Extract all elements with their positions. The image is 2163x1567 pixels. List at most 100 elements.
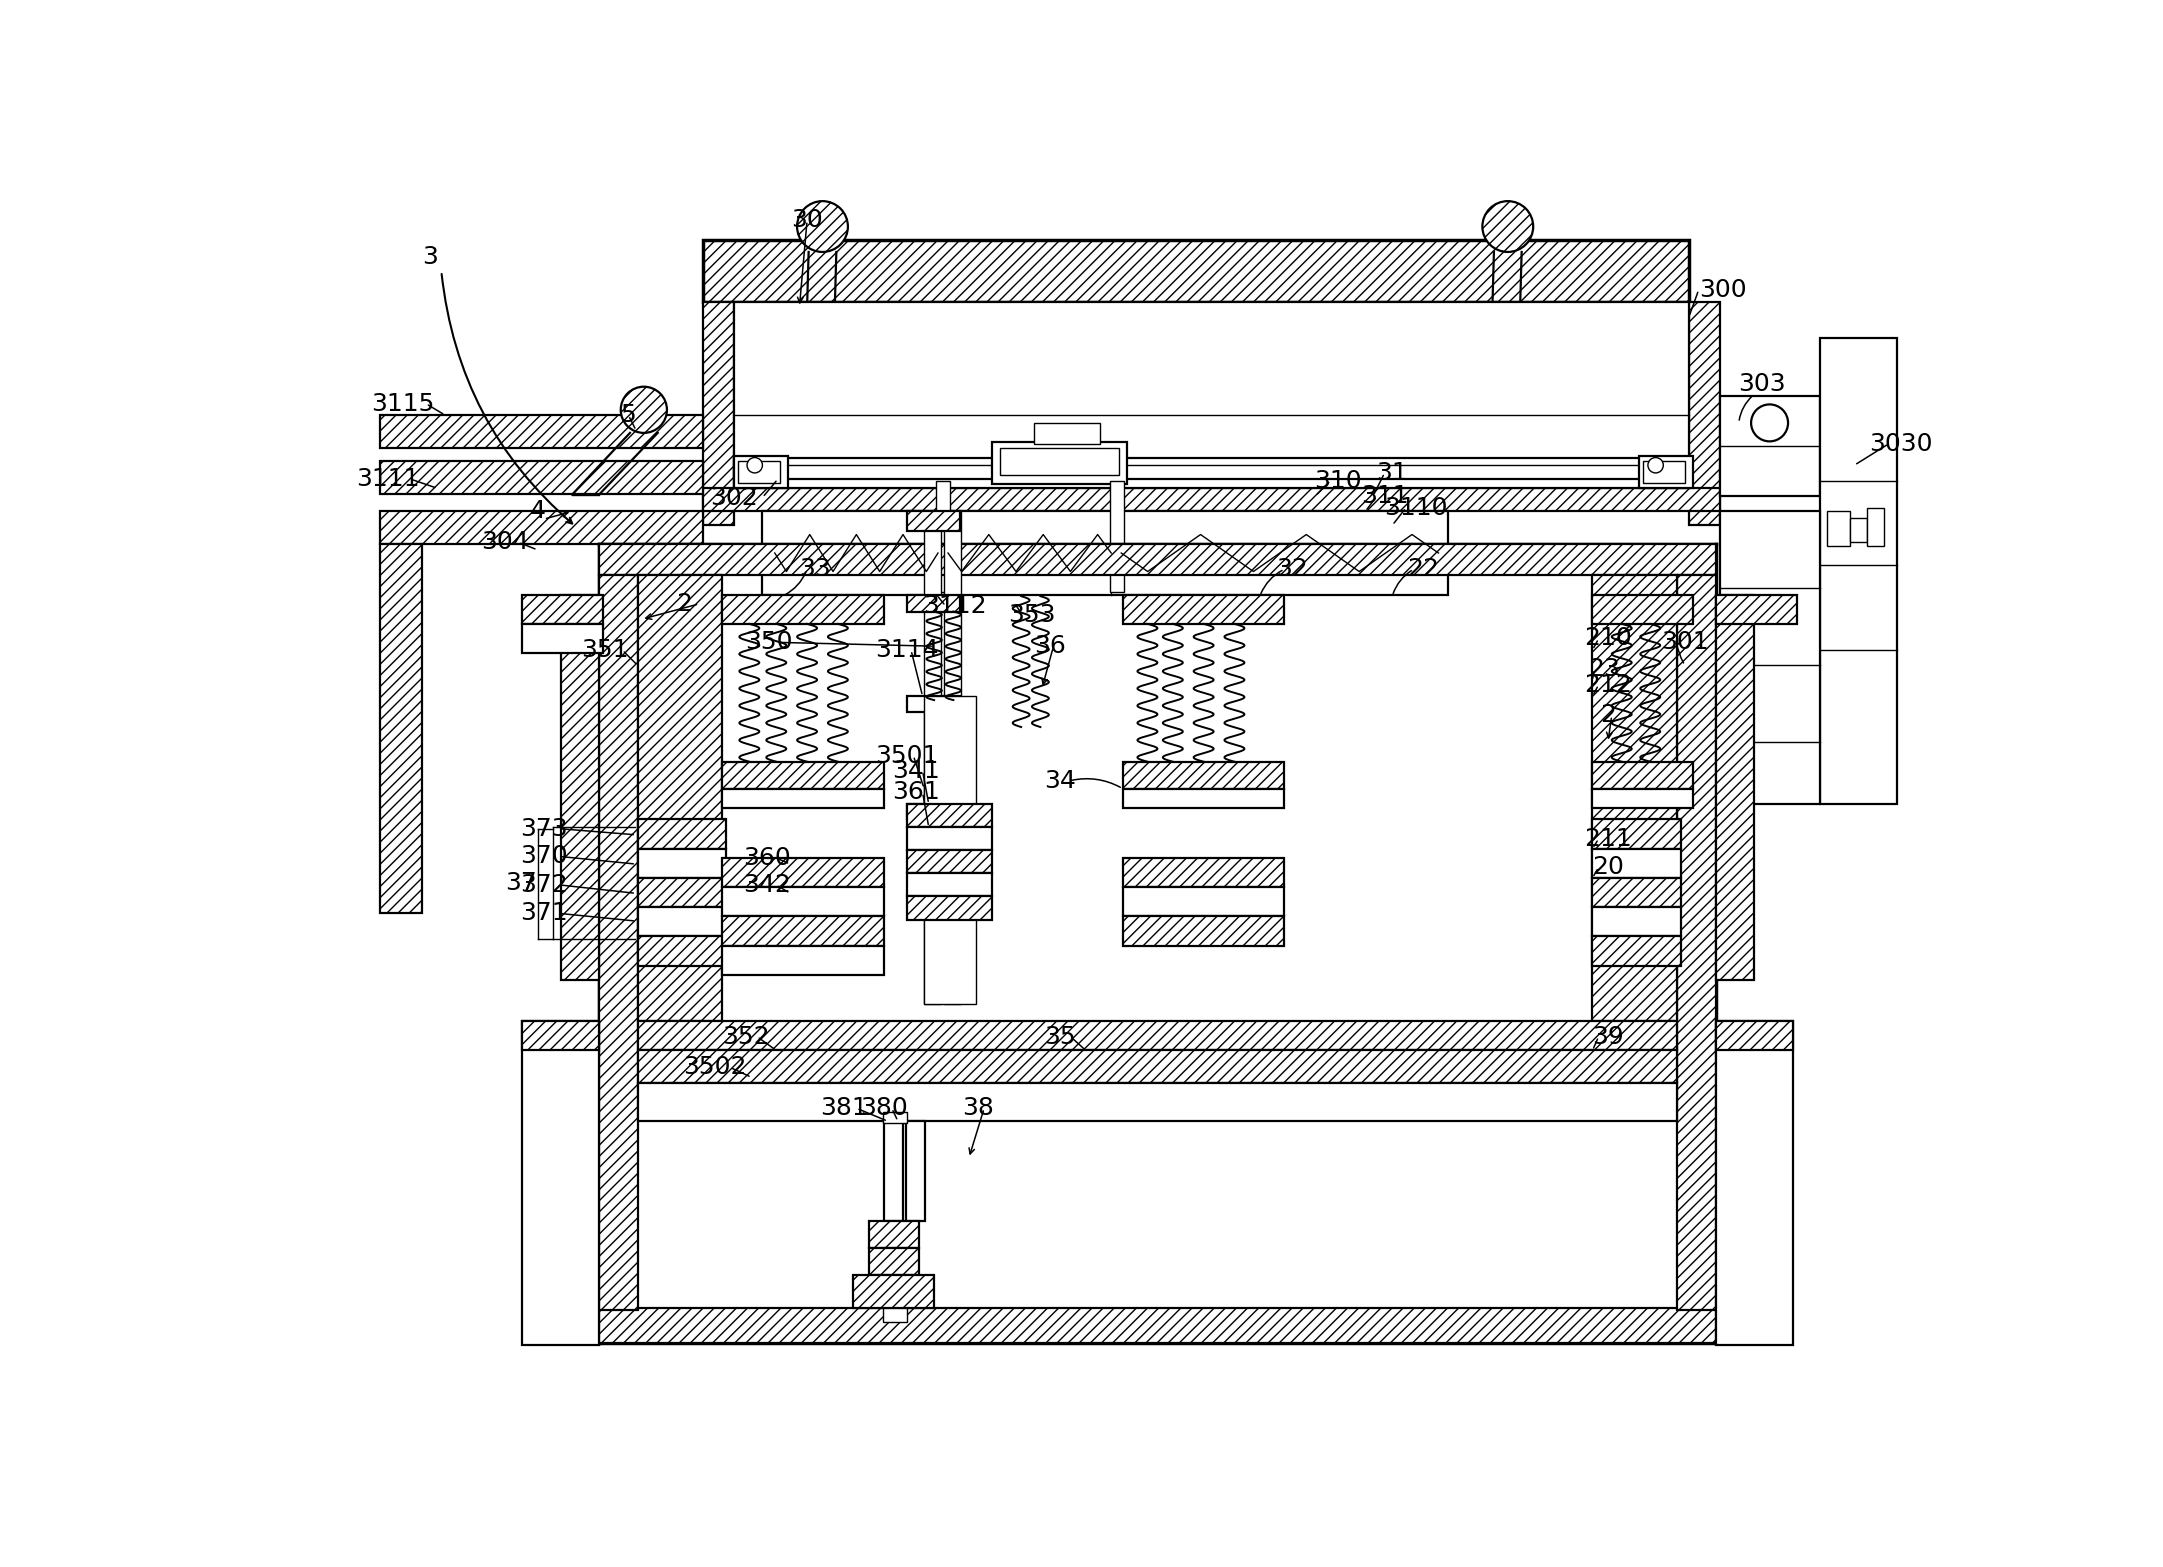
Bar	[722, 762, 885, 788]
Text: 30: 30	[792, 208, 822, 232]
Bar	[1592, 937, 1681, 965]
Text: 353: 353	[1008, 603, 1056, 627]
Bar	[521, 594, 603, 624]
Bar	[906, 804, 960, 820]
Bar	[870, 1221, 919, 1249]
Bar	[1849, 517, 1867, 542]
Text: 380: 380	[861, 1097, 908, 1120]
Bar	[1715, 594, 1754, 979]
Circle shape	[746, 458, 761, 473]
Bar	[638, 820, 727, 849]
Bar	[1592, 907, 1681, 937]
Text: 302: 302	[709, 486, 757, 509]
Bar	[1592, 788, 1694, 809]
Bar	[1592, 820, 1681, 849]
Bar	[381, 544, 422, 914]
Text: 3110: 3110	[1384, 495, 1447, 520]
Bar	[883, 1308, 906, 1323]
Text: 373: 373	[519, 816, 567, 840]
Bar	[703, 489, 1720, 511]
Bar	[906, 896, 993, 920]
Bar	[1592, 575, 1676, 1022]
Text: 303: 303	[1739, 373, 1787, 396]
Bar	[703, 240, 1689, 302]
Bar	[703, 302, 733, 525]
Bar	[381, 415, 703, 448]
Bar	[1123, 917, 1285, 946]
Bar	[852, 1276, 934, 1307]
Text: 351: 351	[582, 638, 629, 661]
Bar	[937, 481, 950, 592]
Text: 2: 2	[675, 592, 692, 616]
Text: 342: 342	[744, 873, 792, 896]
Bar	[733, 302, 1689, 489]
Bar	[638, 1083, 1676, 1122]
Text: 4: 4	[530, 500, 545, 523]
Bar	[1123, 594, 1285, 624]
Text: 36: 36	[1034, 635, 1066, 658]
Bar	[738, 461, 781, 483]
Bar	[381, 461, 703, 494]
Bar	[638, 849, 727, 878]
Bar	[1123, 762, 1285, 788]
Text: 304: 304	[482, 530, 530, 555]
Bar	[1689, 302, 1720, 525]
Bar	[1720, 396, 1819, 497]
Bar	[1642, 461, 1685, 483]
Text: 37: 37	[504, 871, 536, 895]
Bar	[381, 511, 703, 544]
Text: 23: 23	[1588, 657, 1620, 682]
Bar	[1592, 594, 1694, 624]
Text: 360: 360	[744, 846, 792, 870]
Text: 310: 310	[1315, 469, 1363, 492]
Bar	[560, 594, 599, 979]
Bar	[1819, 338, 1897, 804]
Bar	[521, 624, 603, 653]
Text: 33: 33	[798, 558, 831, 581]
Text: 370: 370	[519, 845, 567, 868]
Bar	[722, 946, 885, 975]
Text: 300: 300	[1700, 277, 1748, 302]
Text: 3502: 3502	[684, 1056, 746, 1080]
Bar	[722, 859, 885, 887]
Bar	[906, 851, 993, 873]
Bar	[638, 907, 727, 937]
Bar	[638, 575, 722, 1022]
Text: 211: 211	[1583, 827, 1631, 851]
Text: 22: 22	[1408, 558, 1438, 581]
Bar	[906, 804, 993, 827]
Bar	[521, 1022, 599, 1344]
Text: 3115: 3115	[372, 392, 435, 415]
Text: 3112: 3112	[924, 594, 986, 617]
Bar	[1720, 511, 1819, 804]
Bar	[906, 873, 993, 896]
Text: 350: 350	[744, 630, 792, 655]
Bar	[906, 594, 960, 611]
Bar	[733, 458, 1689, 480]
Bar	[599, 1308, 1715, 1343]
Text: 3: 3	[422, 246, 437, 270]
Bar	[906, 1122, 926, 1221]
Text: 20: 20	[1592, 856, 1624, 879]
Bar	[906, 696, 960, 711]
Text: 381: 381	[820, 1097, 867, 1120]
Bar	[883, 1113, 906, 1124]
Bar	[1592, 762, 1694, 788]
Bar	[906, 511, 960, 531]
Bar	[1592, 878, 1681, 907]
Bar	[521, 1022, 599, 1050]
Bar	[924, 696, 976, 1004]
Bar	[943, 511, 960, 1004]
Text: 32: 32	[1276, 558, 1309, 581]
Text: 31: 31	[1376, 461, 1408, 484]
Bar	[993, 442, 1127, 484]
Bar	[1867, 508, 1884, 545]
Text: 361: 361	[891, 780, 939, 804]
Text: 210: 210	[1583, 627, 1631, 650]
Text: 2: 2	[1601, 704, 1616, 727]
Bar	[924, 511, 941, 1004]
Circle shape	[1648, 458, 1663, 473]
Text: 5: 5	[621, 403, 636, 428]
Text: 352: 352	[722, 1025, 770, 1048]
Bar	[1715, 1022, 1793, 1050]
